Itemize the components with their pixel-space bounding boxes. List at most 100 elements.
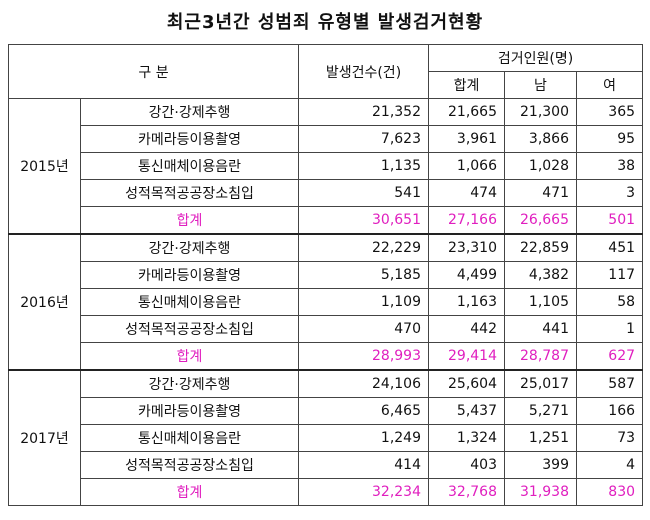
year-cell: 2015년 bbox=[8, 98, 81, 235]
occurrence-cell: 1,249 bbox=[298, 424, 429, 452]
crime-type-cell: 카메라등이용촬영 bbox=[80, 397, 299, 425]
arrest-male-cell: 441 bbox=[504, 315, 577, 343]
total-arrest-total-cell: 27,166 bbox=[428, 206, 505, 235]
table-row: 2016년 강간·강제추행 22,229 23,310 22,859 451 bbox=[8, 233, 644, 371]
header-arrest-female: 여 bbox=[575, 71, 644, 99]
table-row: 카메라등이용촬영 5,185 4,499 4,382 117 bbox=[9, 261, 644, 289]
total-row: 합계 28,993 29,414 28,787 627 bbox=[9, 342, 644, 371]
arrest-female-cell: 95 bbox=[575, 125, 644, 153]
table-row: 2015년 강간·강제추행 21,352 21,665 21,300 365 bbox=[8, 98, 644, 235]
occurrence-cell: 22,229 bbox=[298, 233, 429, 262]
occurrence-cell: 21,352 bbox=[298, 98, 429, 126]
occurrence-cell: 414 bbox=[298, 451, 429, 479]
arrest-female-cell: 365 bbox=[575, 98, 644, 126]
crime-type-cell: 강간·강제추행 bbox=[80, 369, 299, 398]
total-arrest-female-cell: 501 bbox=[575, 206, 644, 235]
occurrence-cell: 7,623 bbox=[298, 125, 429, 153]
crime-type-cell: 강간·강제추행 bbox=[80, 98, 299, 126]
total-arrest-female-cell: 627 bbox=[575, 342, 644, 371]
arrest-total-cell: 21,665 bbox=[428, 98, 505, 126]
crime-type-cell: 성적목적공공장소침입 bbox=[80, 451, 299, 479]
occurrence-cell: 24,106 bbox=[298, 369, 429, 398]
total-occurrence-cell: 32,234 bbox=[298, 478, 429, 506]
header-arrests: 검거인원(명) bbox=[427, 44, 644, 72]
arrest-total-cell: 4,499 bbox=[428, 261, 505, 289]
arrest-female-cell: 58 bbox=[575, 288, 644, 316]
page-title: 최근3년간 성범죄 유형별 발생검거현황 bbox=[166, 12, 484, 33]
crime-type-cell: 성적목적공공장소침입 bbox=[80, 315, 299, 343]
arrest-male-cell: 399 bbox=[504, 451, 577, 479]
arrest-female-cell: 587 bbox=[575, 369, 644, 398]
occurrence-cell: 5,185 bbox=[298, 261, 429, 289]
arrest-male-cell: 1,251 bbox=[504, 424, 577, 452]
arrest-male-cell: 5,271 bbox=[504, 397, 577, 425]
table-row: 성적목적공공장소침입 470 442 441 1 bbox=[9, 315, 644, 343]
arrest-female-cell: 38 bbox=[575, 152, 644, 180]
total-arrest-male-cell: 31,938 bbox=[504, 478, 577, 506]
arrest-female-cell: 73 bbox=[575, 424, 644, 452]
arrest-total-cell: 403 bbox=[428, 451, 505, 479]
arrest-total-cell: 5,437 bbox=[428, 397, 505, 425]
occurrence-cell: 541 bbox=[298, 179, 429, 207]
arrest-male-cell: 3,866 bbox=[504, 125, 577, 153]
arrest-total-cell: 1,163 bbox=[428, 288, 505, 316]
header-occurrences: 발생건수(건) bbox=[298, 44, 429, 99]
total-occurrence-cell: 30,651 bbox=[298, 206, 429, 235]
arrest-male-cell: 25,017 bbox=[504, 369, 577, 398]
occurrence-cell: 1,109 bbox=[298, 288, 429, 316]
arrest-female-cell: 166 bbox=[575, 397, 644, 425]
arrest-male-cell: 1,105 bbox=[504, 288, 577, 316]
total-arrest-total-cell: 32,768 bbox=[428, 478, 505, 506]
table-row: 2017년 강간·강제추행 24,106 25,604 25,017 587 bbox=[8, 369, 644, 506]
year-cell: 2016년 bbox=[8, 233, 81, 371]
table-row: 통신매체이용음란 1,135 1,066 1,028 38 bbox=[9, 152, 644, 180]
crime-type-cell: 강간·강제추행 bbox=[80, 233, 299, 262]
crime-type-cell: 성적목적공공장소침입 bbox=[80, 179, 299, 207]
crime-type-cell: 통신매체이용음란 bbox=[80, 288, 299, 316]
arrest-total-cell: 1,324 bbox=[428, 424, 505, 452]
arrest-male-cell: 21,300 bbox=[504, 98, 577, 126]
arrest-male-cell: 4,382 bbox=[504, 261, 577, 289]
arrest-total-cell: 442 bbox=[428, 315, 505, 343]
arrest-total-cell: 3,961 bbox=[428, 125, 505, 153]
arrest-total-cell: 23,310 bbox=[428, 233, 505, 262]
header-arrest-total: 합계 bbox=[428, 71, 505, 99]
table-row: 카메라등이용촬영 6,465 5,437 5,271 166 bbox=[9, 397, 644, 425]
total-row: 합계 30,651 27,166 26,665 501 bbox=[9, 206, 644, 235]
crime-type-cell: 카메라등이용촬영 bbox=[80, 261, 299, 289]
arrest-total-cell: 1,066 bbox=[428, 152, 505, 180]
total-label: 합계 bbox=[80, 342, 299, 371]
arrest-total-cell: 25,604 bbox=[428, 369, 505, 398]
table-row: 카메라등이용촬영 7,623 3,961 3,866 95 bbox=[9, 125, 644, 153]
header-arrest-male: 남 bbox=[504, 71, 577, 99]
table-row: 통신매체이용음란 1,249 1,324 1,251 73 bbox=[9, 424, 644, 452]
occurrence-cell: 470 bbox=[298, 315, 429, 343]
crime-stats-table: 구 분 발생건수(건) 검거인원(명) 합계 남 여 2015년 강간·강제추행 2… bbox=[8, 44, 644, 506]
arrest-male-cell: 471 bbox=[504, 179, 577, 207]
table-row: 성적목적공공장소침입 541 474 471 3 bbox=[9, 179, 644, 207]
table-row: 성적목적공공장소침입 414 403 399 4 bbox=[9, 451, 644, 479]
occurrence-cell: 6,465 bbox=[298, 397, 429, 425]
crime-type-cell: 통신매체이용음란 bbox=[80, 424, 299, 452]
total-occurrence-cell: 28,993 bbox=[298, 342, 429, 371]
arrest-female-cell: 1 bbox=[575, 315, 644, 343]
year-cell: 2017년 bbox=[8, 369, 81, 506]
total-label: 합계 bbox=[80, 206, 299, 235]
total-arrest-male-cell: 26,665 bbox=[504, 206, 577, 235]
crime-type-cell: 카메라등이용촬영 bbox=[80, 125, 299, 153]
arrest-male-cell: 1,028 bbox=[504, 152, 577, 180]
table-row: 통신매체이용음란 1,109 1,163 1,105 58 bbox=[9, 288, 644, 316]
table-body: 2015년 강간·강제추행 21,352 21,665 21,300 365 카메라등이용촬… bbox=[8, 98, 644, 506]
total-row: 합계 32,234 32,768 31,938 830 bbox=[9, 478, 644, 506]
crime-type-cell: 통신매체이용음란 bbox=[80, 152, 299, 180]
arrest-female-cell: 117 bbox=[575, 261, 644, 289]
arrest-total-cell: 474 bbox=[428, 179, 505, 207]
arrest-female-cell: 3 bbox=[575, 179, 644, 207]
total-arrest-male-cell: 28,787 bbox=[504, 342, 577, 371]
total-label: 합계 bbox=[80, 478, 299, 506]
total-arrest-female-cell: 830 bbox=[575, 478, 644, 506]
arrest-male-cell: 22,859 bbox=[504, 233, 577, 262]
occurrence-cell: 1,135 bbox=[298, 152, 429, 180]
arrest-female-cell: 4 bbox=[575, 451, 644, 479]
header-category: 구 분 bbox=[8, 44, 299, 99]
